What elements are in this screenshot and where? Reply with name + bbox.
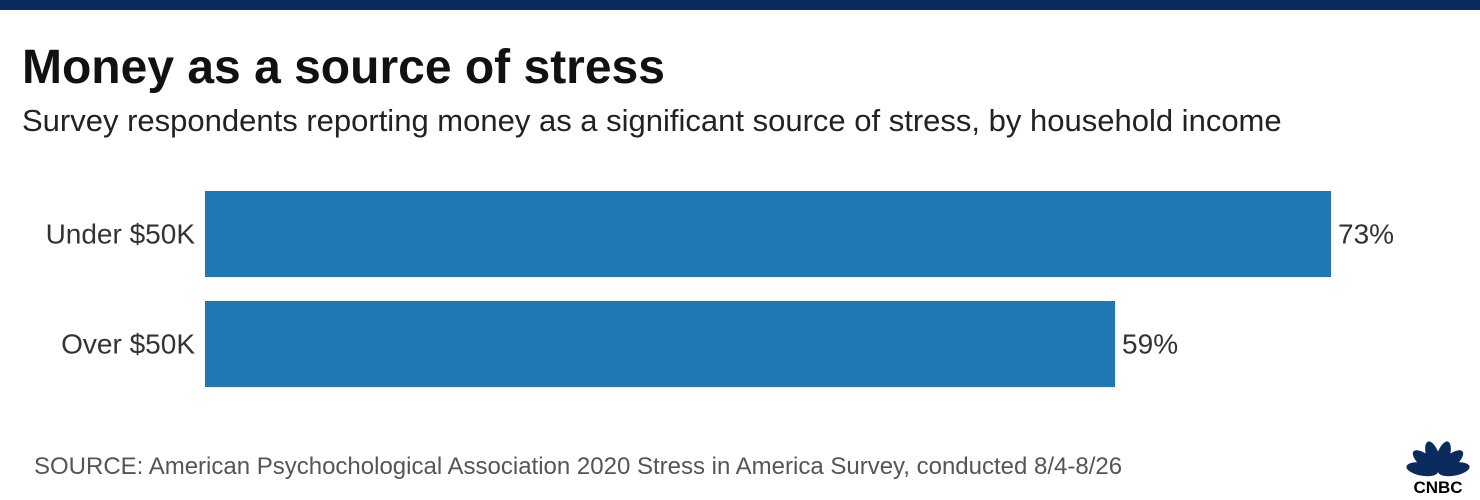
value-label: 59% [1122,329,1178,360]
bar-chart-svg: Under $50K 73% Over $50K 59% [46,191,1394,387]
cnbc-logo: CNBC [1406,441,1470,496]
category-label: Over $50K [61,329,195,360]
value-label: 73% [1338,219,1394,250]
source-note: SOURCE: American Psychochological Associ… [34,453,1123,480]
bar [205,191,1331,277]
peacock-feather [1435,441,1451,473]
bar-chart: Under $50K 73% Over $50K 59% [0,170,1480,410]
category-label: Under $50K [46,219,196,250]
peacock-icon [1406,441,1470,477]
bar [205,301,1116,387]
top-accent-bar [0,0,1480,10]
chart-title: Money as a source of stress [22,41,665,94]
peacock-feather [1437,462,1470,477]
cnbc-logo-text: CNBC [1413,478,1462,496]
chart-subtitle: Survey respondents reporting money as a … [22,103,1282,138]
